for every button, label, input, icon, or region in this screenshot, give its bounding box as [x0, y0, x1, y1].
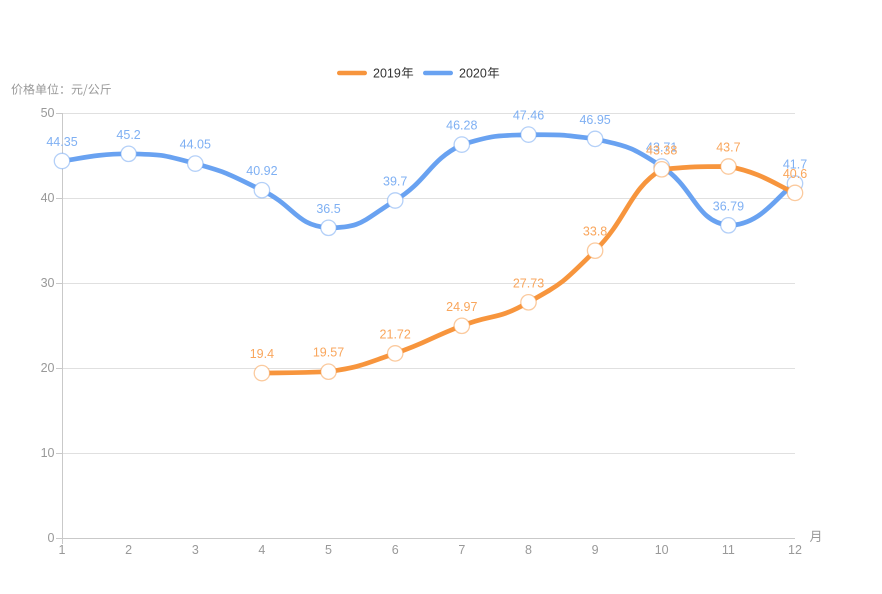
- svg-text:8: 8: [525, 543, 532, 557]
- svg-text:5: 5: [325, 543, 332, 557]
- svg-text:2020: 2020: [459, 66, 487, 80]
- svg-text:9: 9: [592, 543, 599, 557]
- svg-text:2: 2: [125, 543, 132, 557]
- svg-text:10: 10: [655, 543, 669, 557]
- svg-text:43.71: 43.71: [646, 141, 677, 155]
- svg-text:47.46: 47.46: [513, 109, 544, 123]
- svg-text:33.8: 33.8: [583, 225, 607, 239]
- svg-text:46.95: 46.95: [579, 113, 610, 127]
- svg-text:6: 6: [392, 543, 399, 557]
- svg-text:10: 10: [41, 446, 55, 460]
- svg-text:27.73: 27.73: [513, 276, 544, 290]
- svg-text:11: 11: [722, 543, 735, 557]
- svg-text:21.72: 21.72: [380, 327, 411, 341]
- svg-text:40.92: 40.92: [246, 164, 277, 178]
- svg-text:1: 1: [59, 543, 66, 557]
- svg-text:44.05: 44.05: [180, 138, 211, 152]
- svg-text:46.28: 46.28: [446, 119, 477, 133]
- svg-text:40: 40: [41, 191, 55, 205]
- svg-text:7: 7: [458, 543, 465, 557]
- svg-text:0: 0: [48, 531, 55, 545]
- svg-text:36.79: 36.79: [713, 199, 744, 213]
- svg-text:45.2: 45.2: [116, 128, 140, 142]
- svg-text:19.57: 19.57: [313, 346, 344, 360]
- svg-text:24.97: 24.97: [446, 300, 477, 314]
- svg-text:50: 50: [41, 106, 55, 120]
- svg-text:43.38: 43.38: [646, 143, 677, 157]
- svg-text:36.5: 36.5: [316, 202, 340, 216]
- svg-text:3: 3: [192, 543, 199, 557]
- svg-text:39.7: 39.7: [383, 175, 407, 189]
- svg-text:43.7: 43.7: [716, 141, 740, 155]
- svg-text:12: 12: [788, 543, 802, 557]
- svg-text:30: 30: [41, 276, 55, 290]
- svg-text:20: 20: [41, 361, 55, 375]
- svg-text:19.4: 19.4: [250, 347, 274, 361]
- svg-text:4: 4: [258, 543, 265, 557]
- svg-text:44.35: 44.35: [46, 135, 77, 149]
- svg-text:41.7: 41.7: [783, 158, 807, 172]
- svg-text:40.6: 40.6: [783, 167, 807, 181]
- svg-text:2019: 2019: [373, 66, 401, 80]
